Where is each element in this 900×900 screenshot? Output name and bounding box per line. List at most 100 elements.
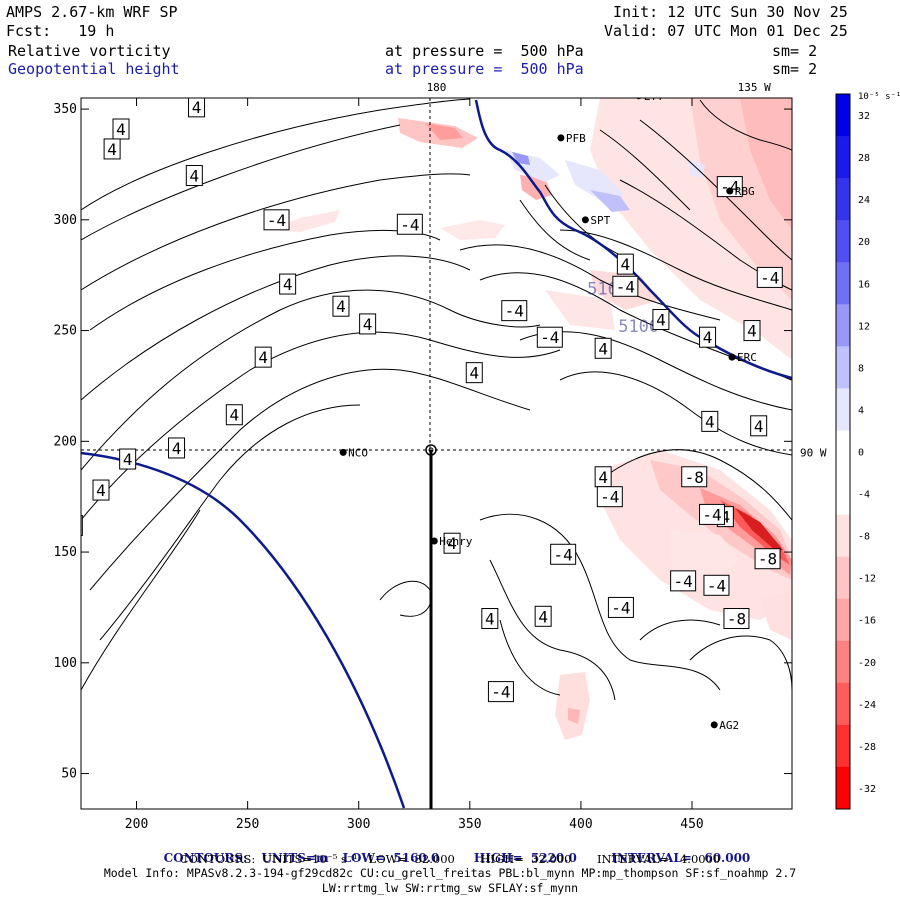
y-tick-label: 100 (54, 656, 77, 671)
vorticity-label: -4 (267, 211, 286, 230)
vorticity-label: -4 (760, 268, 779, 287)
colorbar-swatch (836, 346, 850, 389)
station-label: LYT (644, 90, 664, 103)
vorticity-label-box (81, 514, 83, 536)
colorbar-swatch (836, 472, 850, 516)
vorticity-label-box (703, 574, 730, 596)
vorticity-label: -4 (505, 302, 524, 321)
vorticity-label-box (279, 273, 297, 295)
valid-time: Valid: 07 UTC Mon 01 Dec 25 (604, 22, 848, 40)
vorticity-label: 4 (703, 328, 713, 347)
vorticity-label: 4 (192, 98, 202, 117)
vorticity-label-box (681, 466, 708, 488)
footer-contours-label: CONTOURS: (163, 851, 248, 865)
vorticity-label: 4 (116, 120, 126, 139)
vorticity-label-box (168, 437, 186, 459)
vorticity-label-box (254, 346, 272, 368)
vorticity-label-box (37, 597, 53, 617)
vorticity-label-box (188, 98, 206, 118)
station-label: RBG (735, 185, 755, 198)
colorbar-tick-label: 20 (858, 237, 870, 248)
vorticity-label-box (607, 596, 634, 618)
plot-frame (80, 97, 793, 810)
vorticity-label-box (46, 564, 62, 584)
vorticity-label: 4 (107, 140, 117, 159)
vorticity-label: -4 (673, 572, 692, 591)
vorticity-label: -4 (720, 178, 739, 197)
y-tick-label: 200 (54, 434, 77, 449)
vorticity-label-box (596, 486, 623, 508)
vorticity-label: 4 (705, 412, 715, 431)
colorbar-swatch (836, 514, 850, 558)
forecast-hour: Fcst: 19 h (6, 22, 115, 40)
vorticity-label: 4 (447, 534, 457, 553)
station-label: NCO (348, 446, 368, 459)
colorbar-tick-label: 24 (858, 195, 870, 206)
vorticity-label-box (501, 300, 528, 322)
y-tick-label: 350 (54, 102, 77, 117)
colorbar-swatch (836, 388, 850, 431)
station-marker (339, 448, 347, 456)
station-marker (726, 187, 734, 195)
vorticity-label-box (359, 313, 377, 335)
vorticity-label: -8 (727, 610, 746, 629)
vorticity-label: 4 (229, 406, 239, 425)
pole-marker-inner (428, 447, 434, 453)
vorticity-label-box (652, 308, 670, 330)
footer-units: UNITS=m (261, 851, 329, 865)
vorticity-label: -4 (702, 505, 721, 524)
vorticity-label: 4 (469, 364, 479, 383)
height-contour-label: 5100 (618, 317, 659, 337)
vorticity-label: 4 (96, 481, 106, 500)
station-marker (581, 216, 589, 224)
colorbar-swatch (836, 304, 850, 347)
field2-name: Geopotential height (8, 60, 180, 78)
vorticity-label: 4 (283, 275, 293, 294)
colorbar-tick-label: 4 (858, 405, 864, 416)
vorticity-label-box (612, 275, 639, 297)
colorbar-tick-label: -24 (858, 700, 876, 711)
vorticity-label-box (723, 608, 750, 630)
vorticity-label: 4 (258, 348, 268, 367)
vorticity-label-box (465, 362, 483, 384)
vorticity-label: -4 (707, 576, 726, 595)
footer-high: HIGH= 5220.0 (473, 851, 577, 865)
x-tick-label: 300 (347, 817, 370, 832)
colorbar-swatch (836, 136, 850, 179)
colorbar-swatch (836, 766, 850, 810)
colorbar-swatch (836, 598, 850, 642)
vorticity-label: -4 (600, 488, 619, 507)
top-longitude-label: 135 W (738, 81, 771, 94)
vorticity-label-box (443, 532, 461, 554)
right-longitude-label: 90 W (800, 446, 827, 459)
vorticity-label-box (396, 213, 423, 235)
x-tick-label: 200 (125, 817, 148, 832)
footer-interval: INTERVAL= 60.000 (611, 851, 751, 865)
vorticity-label: -8 (685, 468, 704, 487)
vorticity-label-box (701, 410, 719, 432)
vorticity-label-box (750, 415, 768, 437)
vorticity-label: 4 (363, 315, 373, 334)
colorbar-tick-label: -8 (858, 532, 870, 543)
y-tick-label: 250 (54, 324, 77, 339)
vorticity-label-box (616, 253, 634, 275)
vorticity-label-box (699, 503, 726, 525)
x-tick-label: 350 (458, 817, 481, 832)
vorticity-label-box (594, 337, 612, 359)
colorbar-tick-label: -4 (858, 490, 870, 501)
vorticity-label: 4 (754, 417, 764, 436)
vorticity-label-box (44, 190, 60, 210)
vorticity-label-box (756, 266, 783, 288)
vorticity-label: 4 (598, 468, 608, 487)
colorbar-tick-label: -12 (858, 574, 876, 585)
vorticity-label-box (185, 165, 203, 187)
vorticity-label: 4 (598, 339, 608, 358)
vorticity-label: -8 (758, 550, 777, 569)
colorbar-tick-label: 28 (858, 153, 870, 164)
footer-physics-info: LW:rrtmg_lw SW:rrtmg_sw SFLAY:sf_mynn (321, 881, 579, 895)
station-label: PFB (566, 132, 586, 145)
vorticity-label-box (716, 176, 743, 198)
colorbar-tick-label: -32 (858, 784, 876, 795)
colorbar-swatch (836, 640, 850, 684)
